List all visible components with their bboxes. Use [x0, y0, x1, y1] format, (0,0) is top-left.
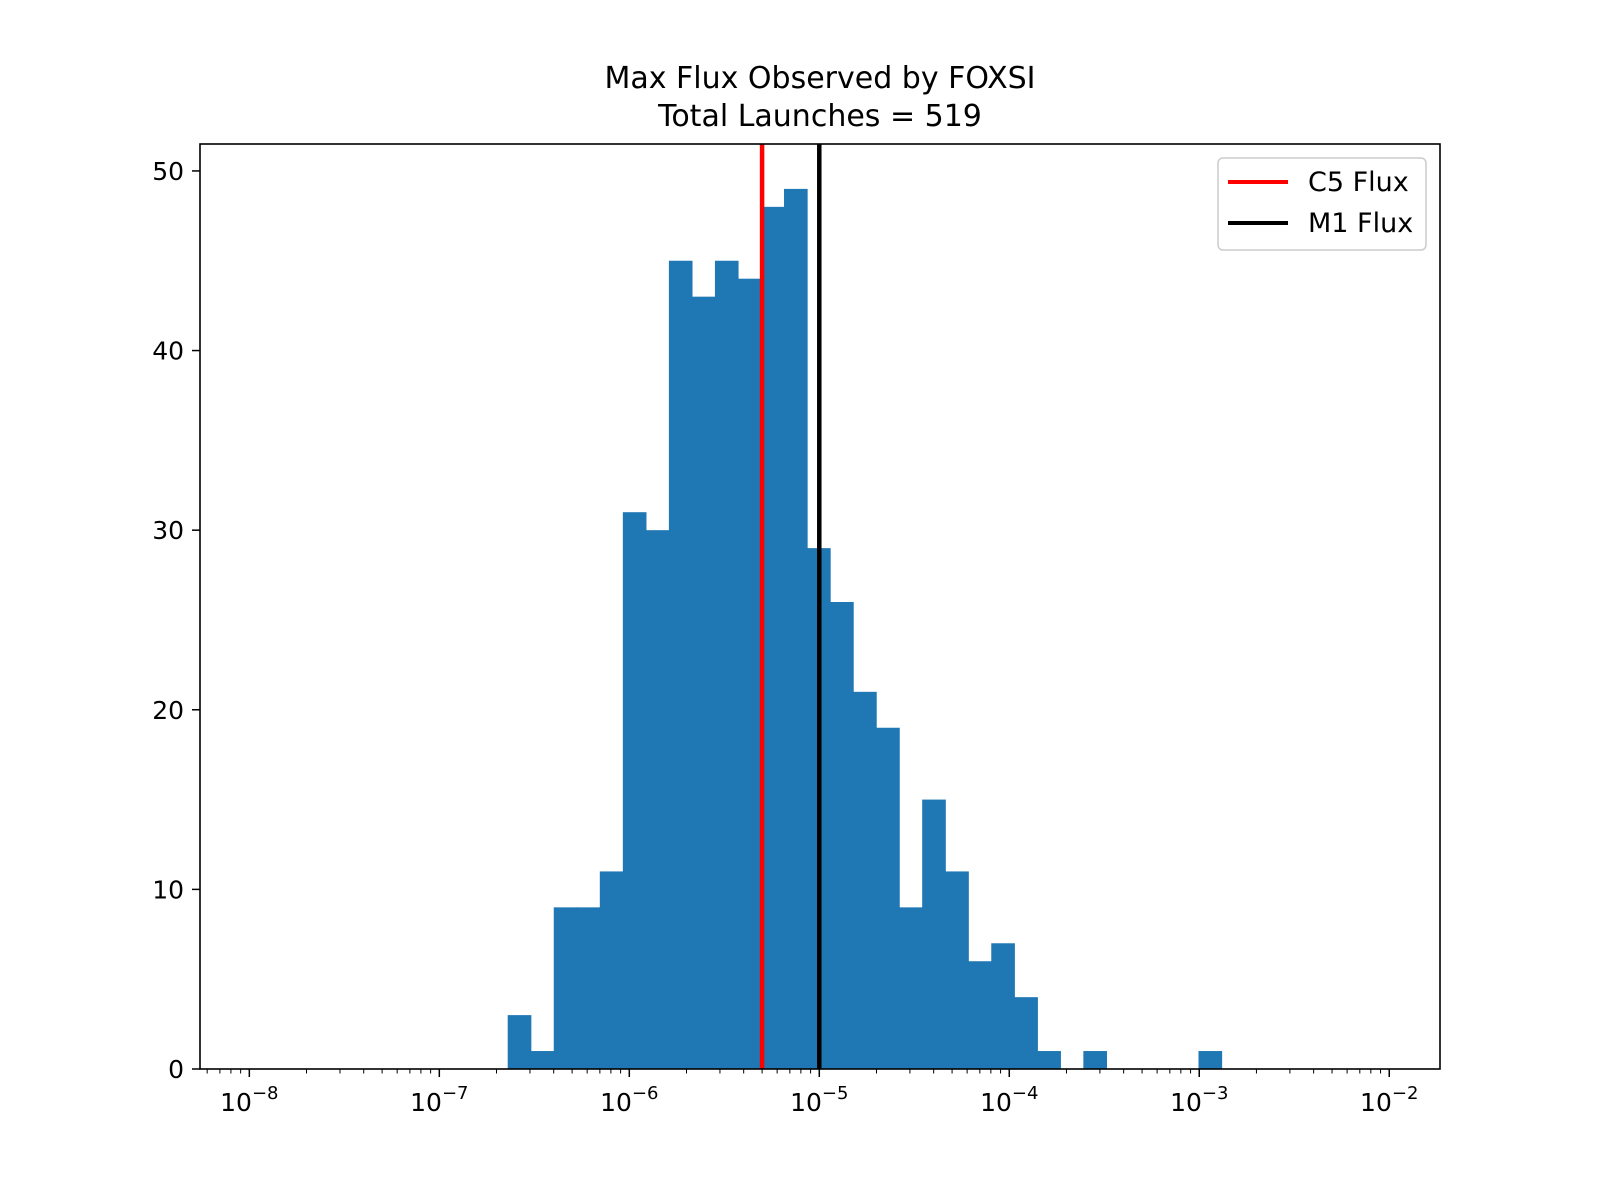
x-tick-label: 10−8 [220, 1083, 278, 1117]
histogram-bar [945, 871, 969, 1069]
histogram-bar [530, 1051, 555, 1069]
histogram-bar [714, 260, 739, 1069]
y-tick-label: 10 [152, 875, 184, 904]
chart-title: Max Flux Observed by FOXSI [604, 61, 1035, 96]
x-tick-label: 10−6 [600, 1083, 658, 1117]
histogram-bar [1037, 1051, 1061, 1069]
histogram-bar [576, 907, 601, 1069]
legend: C5 Flux M1 Flux [1217, 157, 1427, 251]
histogram-bar [761, 206, 785, 1070]
histogram-bar [830, 602, 854, 1069]
histogram-bar [553, 907, 578, 1069]
histogram-bar [668, 260, 693, 1069]
y-tick-label: 30 [152, 516, 184, 545]
histogram-bar [1014, 997, 1038, 1069]
histogram-bar [599, 871, 624, 1069]
histogram-bar [784, 188, 808, 1069]
x-tick-label: 10−5 [790, 1083, 848, 1117]
histogram-bar [645, 530, 670, 1069]
x-tick-label: 10−7 [410, 1083, 468, 1117]
x-tick-label: 10−3 [1170, 1083, 1228, 1117]
flux-threshold-lines [759, 144, 822, 1069]
y-tick-label: 40 [152, 337, 184, 366]
histogram-bar [991, 943, 1015, 1069]
chart-subtitle: Total Launches = 519 [657, 99, 982, 134]
histogram-bar [922, 799, 946, 1069]
y-tick-label: 50 [152, 157, 184, 186]
histogram-bar [968, 961, 992, 1069]
histogram-bar [507, 1015, 532, 1069]
histogram-bar [1083, 1051, 1107, 1069]
y-tick-label: 20 [152, 696, 184, 725]
legend-label-m1: M1 Flux [1308, 208, 1413, 239]
x-axis: 10−8 10−7 10−6 10−5 10−4 10−3 10−2 [206, 1069, 1418, 1117]
y-tick-label: 0 [168, 1055, 184, 1084]
y-axis: 0 10 20 30 40 50 [152, 157, 200, 1084]
x-tick-label: 10−4 [980, 1083, 1038, 1117]
histogram-bars [507, 188, 1223, 1070]
histogram-bar [876, 727, 900, 1069]
histogram-bar [853, 691, 877, 1069]
histogram-bar [691, 296, 716, 1069]
x-tick-label: 10−2 [1360, 1083, 1418, 1117]
histogram-bar [899, 907, 923, 1069]
legend-label-c5: C5 Flux [1308, 167, 1409, 198]
histogram-bar [737, 278, 762, 1070]
histogram-bar [1198, 1051, 1223, 1069]
histogram-bar [622, 512, 647, 1069]
